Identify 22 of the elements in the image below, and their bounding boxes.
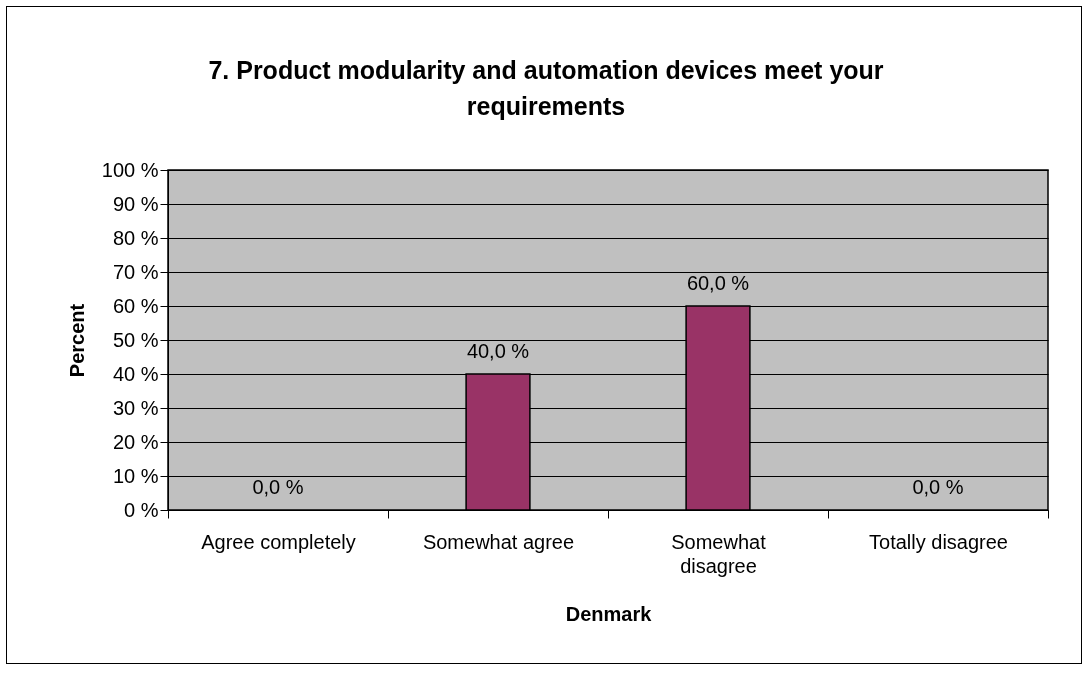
chart-title: 7. Product modularity and automation devices meet your requirements <box>208 56 884 120</box>
y-tick-label: 0 % <box>124 498 159 521</box>
data-label: 0,0 % <box>912 476 964 498</box>
x-tick-label: Somewhat disagree <box>671 530 767 577</box>
y-tick-label: 60 % <box>112 294 159 317</box>
x-tick-label: Agree completely <box>201 530 356 553</box>
y-tick-label: 90 % <box>112 192 159 215</box>
x-axis-title: Denmark <box>565 602 653 625</box>
x-tick-label: Somewhat agree <box>422 530 575 553</box>
data-label: 0,0 % <box>252 476 304 498</box>
y-tick-label: 50 % <box>112 328 159 351</box>
y-tick-label: 20 % <box>112 430 159 453</box>
x-tick-label: Totally disagree <box>869 530 1008 553</box>
y-tick-label: 10 % <box>112 464 159 487</box>
y-tick-label: 70 % <box>112 260 159 283</box>
y-axis-title: Percent <box>65 303 88 378</box>
data-label: 40,0 % <box>466 340 530 362</box>
data-label: 60,0 % <box>686 272 750 294</box>
y-tick-label: 40 % <box>112 362 159 385</box>
y-tick-label: 100 % <box>101 158 159 181</box>
y-tick-label: 80 % <box>112 226 159 249</box>
y-tick-label: 30 % <box>112 396 159 419</box>
